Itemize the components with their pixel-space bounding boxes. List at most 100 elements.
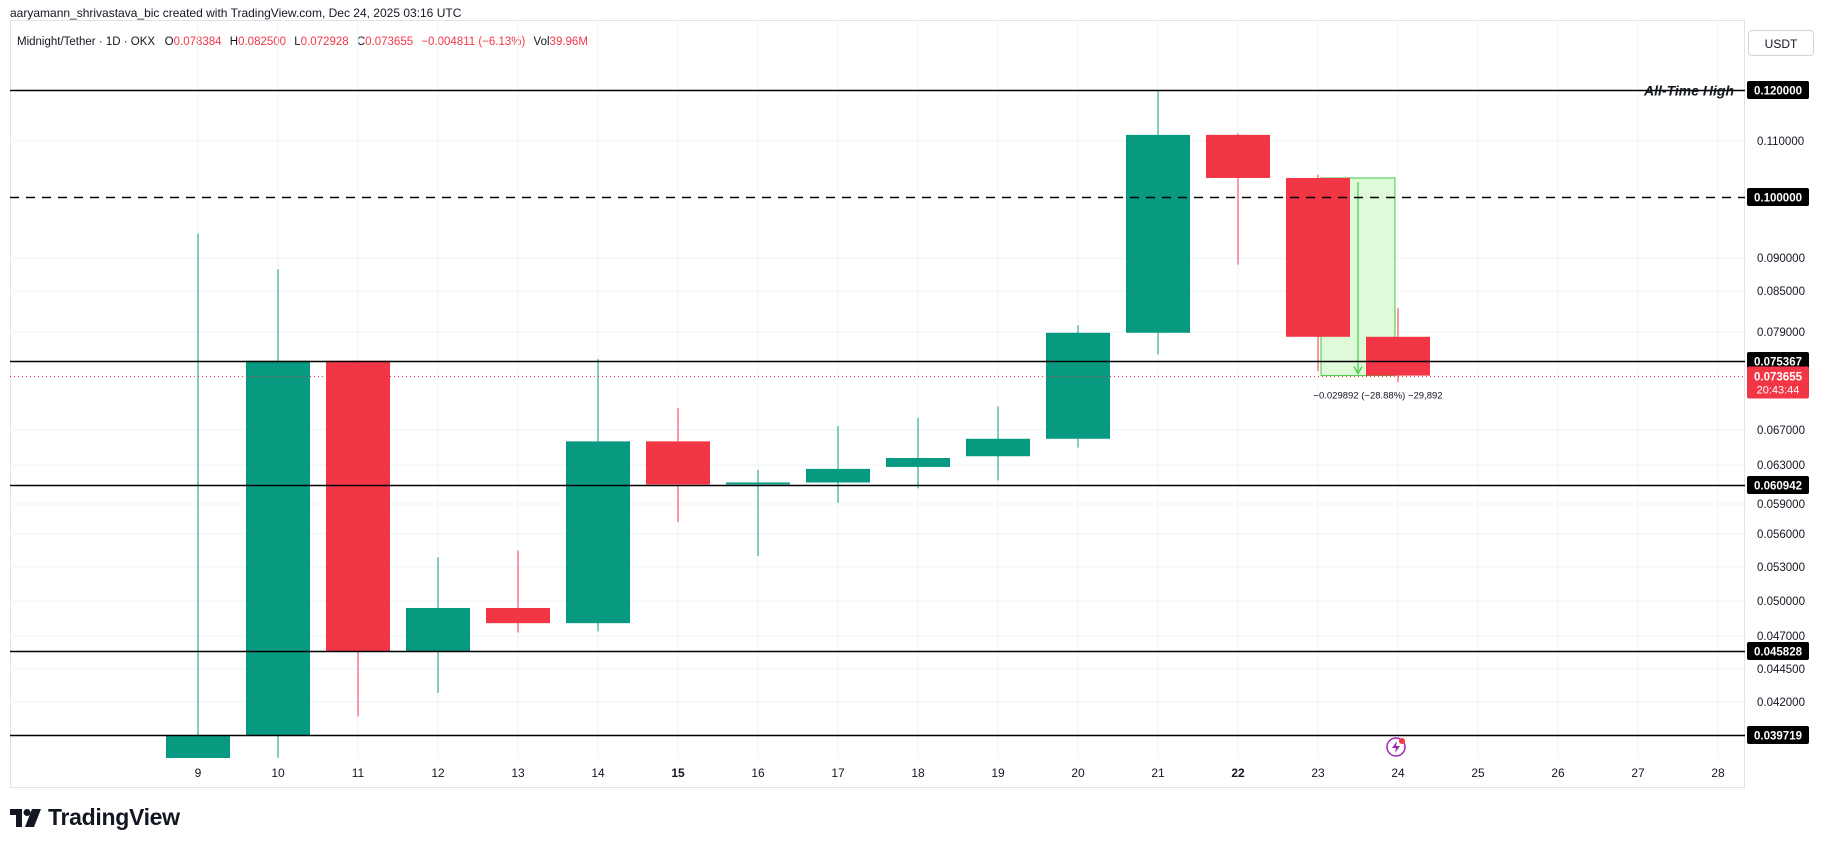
x-tick-label: 21 <box>1151 766 1165 780</box>
y-tick-label: 0.042000 <box>1757 697 1805 709</box>
x-tick-label: 25 <box>1471 766 1485 780</box>
candle-body <box>1126 134 1190 333</box>
candle-body <box>886 458 950 467</box>
candle <box>1126 90 1190 355</box>
candle-body <box>726 482 790 485</box>
level-price-label: 0.075367 <box>1754 357 1802 369</box>
candle <box>1286 174 1350 372</box>
x-tick-label: 9 <box>195 766 202 780</box>
candle <box>166 233 230 758</box>
level-price-label: 0.060942 <box>1754 481 1802 493</box>
x-tick-label: 10 <box>271 766 285 780</box>
candle <box>326 360 390 717</box>
x-tick-label: 16 <box>751 766 765 780</box>
x-tick-label: 24 <box>1391 766 1405 780</box>
candle-body <box>1206 134 1270 178</box>
level-price-badge <box>1747 726 1809 744</box>
current-price-badge <box>1747 366 1809 399</box>
level-annotation: All-Time High <box>1643 83 1734 99</box>
currency-button[interactable]: USDT <box>1748 30 1814 56</box>
price-chart[interactable]: −0.029892 (−28.88%) −29,892 All-Time High… <box>0 0 1825 800</box>
candle <box>1366 308 1430 383</box>
candle-body <box>1046 332 1110 439</box>
open-label: O <box>164 36 174 48</box>
candle-body <box>406 608 470 652</box>
level-price-badge <box>1747 476 1809 494</box>
y-tick-label: 0.050000 <box>1757 596 1805 608</box>
candle <box>886 417 950 489</box>
y-tick-label: 0.110000 <box>1757 136 1804 148</box>
level-price-label: 0.045828 <box>1754 647 1803 659</box>
candle <box>246 269 310 758</box>
candle <box>966 406 1030 481</box>
x-tick-label: 11 <box>352 766 365 780</box>
chart-credit: aaryamann_shrivastava_bic created with T… <box>10 6 462 20</box>
x-tick-label: 26 <box>1551 766 1565 780</box>
x-tick-label: 12 <box>431 766 445 780</box>
volume-label: Vol <box>533 36 550 48</box>
candle-body <box>646 441 710 485</box>
close-label: C <box>356 36 366 48</box>
low-value: 0.072928 <box>300 36 349 48</box>
close-value: 0.073655 <box>365 36 414 48</box>
x-tick-label: 20 <box>1071 766 1085 780</box>
tradingview-logo-icon <box>10 808 41 827</box>
tradingview-logo-text: TradingView <box>48 804 180 830</box>
volume-value: 39.96M <box>549 36 588 48</box>
x-tick-label: 14 <box>591 766 605 780</box>
level-price-badge <box>1747 188 1809 206</box>
candle <box>806 425 870 504</box>
low-label: L <box>294 36 301 48</box>
x-tick-label: 15 <box>671 766 685 780</box>
high-value: 0.082500 <box>238 36 287 48</box>
y-tick-label: 0.079000 <box>1757 327 1805 339</box>
y-tick-label: 0.056000 <box>1757 529 1805 541</box>
candle-body <box>806 468 870 483</box>
x-tick-label: 27 <box>1631 766 1645 780</box>
candle-body <box>1286 177 1350 337</box>
lightning-icon <box>1392 741 1400 753</box>
candle <box>646 408 710 522</box>
candle-body <box>166 735 230 758</box>
candle <box>406 557 470 693</box>
level-price-badge <box>1747 81 1809 99</box>
level-price-badge <box>1747 642 1809 660</box>
x-tick-label: 13 <box>511 766 525 780</box>
x-tick-label: 23 <box>1311 766 1325 780</box>
measure-label: −0.029892 (−28.88%) −29,892 <box>1313 391 1442 402</box>
candle <box>726 469 790 556</box>
y-tick-label: 0.059000 <box>1757 499 1805 511</box>
y-tick-label: 0.053000 <box>1757 562 1805 574</box>
y-tick-label: 0.085000 <box>1757 286 1805 298</box>
candle-body <box>326 360 390 652</box>
measure-arrow-head <box>1353 366 1363 375</box>
current-price-label: 0.073655 <box>1754 372 1803 384</box>
event-icon-dot <box>1399 738 1405 744</box>
y-tick-label: 0.047000 <box>1757 631 1805 643</box>
change-value: −0.004811 (−6.13%) <box>421 36 526 48</box>
y-tick-label: 0.044500 <box>1757 664 1805 676</box>
x-tick-label: 19 <box>991 766 1005 780</box>
x-tick-label: 22 <box>1231 766 1245 780</box>
high-label: H <box>229 36 239 48</box>
candle-body <box>566 441 630 624</box>
x-tick-label: 28 <box>1711 766 1725 780</box>
candle-body <box>1366 336 1430 376</box>
y-tick-label: 0.090000 <box>1757 253 1805 265</box>
tradingview-logo[interactable]: TradingView <box>10 804 180 831</box>
x-tick-label: 17 <box>831 766 845 780</box>
level-price-badge <box>1747 352 1809 370</box>
event-icon[interactable] <box>1386 737 1406 757</box>
symbol-name[interactable]: Midnight/Tether · 1D · OKX <box>17 36 156 48</box>
bar-countdown-label: 20:43:44 <box>1757 385 1800 397</box>
level-price-label: 0.100000 <box>1754 193 1802 205</box>
candle <box>566 359 630 632</box>
chart-frame <box>10 20 1745 788</box>
level-price-label: 0.039719 <box>1754 731 1802 743</box>
candle-body <box>246 360 310 736</box>
candle <box>1206 133 1270 265</box>
candle-body <box>966 438 1030 457</box>
y-tick-label: 0.067000 <box>1757 425 1805 437</box>
level-price-label: 0.120000 <box>1754 86 1802 98</box>
candle <box>1046 325 1110 448</box>
